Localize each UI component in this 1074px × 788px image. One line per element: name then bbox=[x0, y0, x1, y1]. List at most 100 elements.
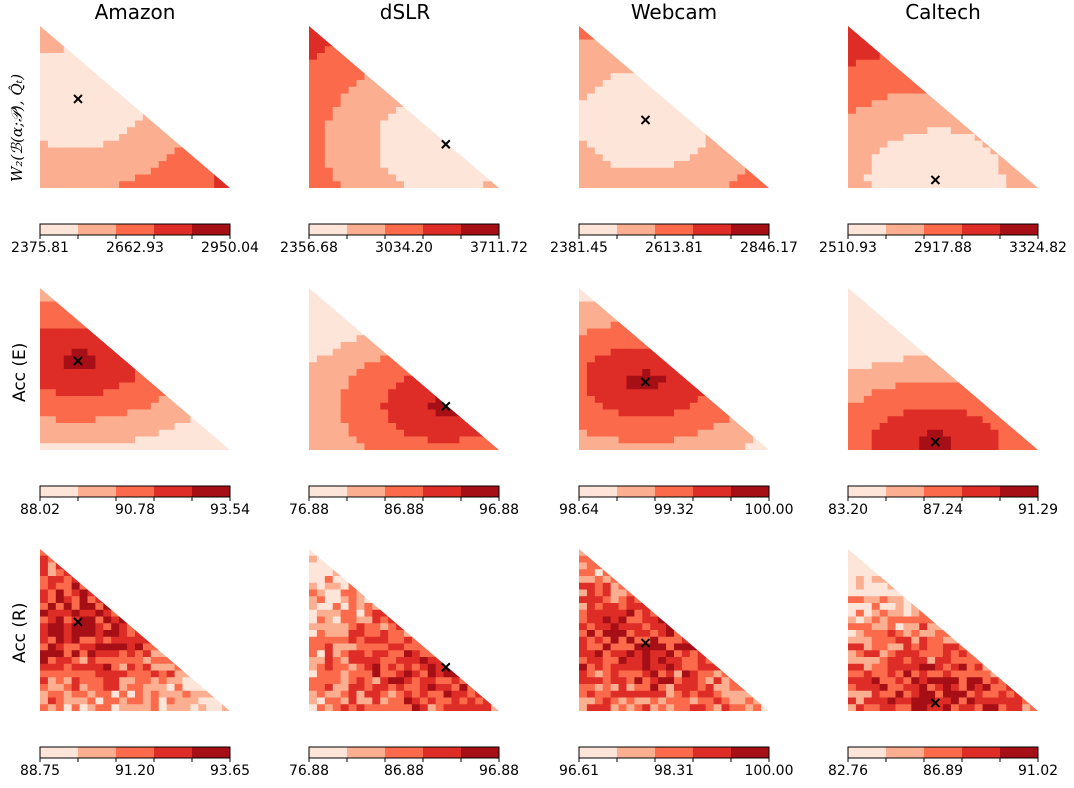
heatmap-cell bbox=[895, 582, 905, 591]
heatmap-cell bbox=[579, 120, 588, 128]
heatmap-cell bbox=[142, 657, 152, 665]
heatmap-cell bbox=[1006, 429, 1015, 438]
heatmap-cell bbox=[1014, 423, 1023, 431]
heatmap-cell bbox=[855, 423, 865, 431]
heatmap-cell bbox=[475, 181, 484, 188]
heatmap-cell bbox=[705, 429, 715, 438]
heatmap-cell bbox=[943, 396, 952, 404]
heatmap-cell bbox=[958, 690, 968, 699]
heatmap-cell bbox=[610, 369, 620, 377]
heatmap-cell bbox=[990, 704, 1000, 711]
heatmap-cell bbox=[586, 650, 596, 658]
heatmap-cell bbox=[713, 670, 723, 678]
heatmap-cell bbox=[166, 670, 176, 678]
heatmap-cell bbox=[863, 294, 873, 303]
heatmap-cell bbox=[1030, 443, 1038, 450]
heatmap-cell bbox=[594, 389, 604, 397]
heatmap-cell bbox=[848, 636, 857, 645]
heatmap-cell bbox=[55, 154, 65, 162]
heatmap-cell bbox=[111, 154, 120, 162]
heatmap-cell bbox=[404, 369, 413, 377]
heatmap-cell bbox=[451, 161, 461, 169]
heatmap-cell bbox=[127, 113, 136, 122]
heatmap-cell bbox=[594, 301, 604, 309]
heatmap-cell bbox=[887, 389, 897, 397]
heatmap-cell bbox=[87, 416, 97, 424]
heatmap-cell bbox=[697, 161, 707, 169]
heatmap-cell bbox=[634, 181, 643, 188]
heatmap-cell bbox=[911, 650, 920, 658]
heatmap-cell bbox=[332, 315, 342, 323]
heatmap-cell bbox=[71, 582, 81, 591]
heatmap-cell bbox=[396, 643, 405, 651]
heatmap-cell bbox=[103, 369, 112, 377]
heatmap-cell bbox=[863, 429, 873, 438]
heatmap-cell bbox=[364, 154, 373, 162]
heatmap-cell bbox=[427, 436, 437, 444]
heatmap-cell bbox=[650, 429, 659, 438]
heatmap-cell bbox=[372, 348, 381, 357]
heatmap-cell bbox=[142, 369, 152, 377]
heatmap-cell bbox=[634, 630, 643, 638]
heatmap-cell bbox=[903, 120, 912, 128]
heatmap-cell bbox=[863, 348, 873, 357]
heatmap-cell bbox=[666, 369, 675, 377]
heatmap-cell bbox=[927, 657, 936, 665]
heatmap-cell bbox=[135, 375, 144, 384]
heatmap-cell bbox=[364, 609, 373, 618]
heatmap-cell bbox=[927, 663, 936, 672]
heatmap-cell bbox=[903, 436, 912, 444]
heatmap-cell bbox=[895, 609, 905, 618]
heatmap-cell bbox=[958, 402, 968, 411]
heatmap-cell bbox=[174, 181, 184, 188]
heatmap-cell bbox=[586, 616, 596, 624]
heatmap-cell bbox=[71, 113, 81, 122]
heatmap-cell bbox=[863, 120, 873, 128]
heatmap-cell bbox=[411, 690, 421, 699]
heatmap-cell bbox=[689, 147, 699, 155]
heatmap-cell bbox=[47, 402, 57, 411]
heatmap-cell bbox=[713, 663, 723, 672]
heatmap-cell bbox=[332, 140, 342, 149]
heatmap-cell bbox=[372, 134, 381, 142]
heatmap-cell bbox=[642, 443, 651, 450]
heatmap-cell bbox=[697, 167, 707, 176]
heatmap-cell bbox=[761, 704, 769, 711]
heatmap-cell bbox=[950, 697, 960, 705]
heatmap-cell bbox=[879, 690, 889, 699]
heatmap-cell bbox=[903, 684, 912, 692]
heatmap-cell bbox=[47, 127, 57, 135]
heatmap-cell bbox=[618, 670, 628, 678]
heatmap-cell bbox=[316, 73, 326, 81]
heatmap-cell bbox=[658, 409, 667, 417]
heatmap-cell bbox=[642, 161, 651, 169]
heatmap-cell bbox=[356, 113, 366, 122]
heatmap-cell bbox=[40, 308, 49, 316]
optimum-marker bbox=[930, 175, 941, 185]
heatmap-cell bbox=[990, 677, 1000, 685]
heatmap-cell bbox=[316, 362, 326, 370]
heatmap-cell bbox=[419, 650, 429, 658]
heatmap-cell bbox=[713, 690, 723, 699]
heatmap-cell bbox=[443, 677, 453, 685]
heatmap-cell bbox=[871, 107, 881, 115]
heatmap-cell bbox=[214, 181, 223, 188]
heatmap-cell bbox=[618, 66, 628, 74]
heatmap-cell bbox=[71, 80, 81, 88]
heatmap-cell bbox=[579, 355, 588, 363]
heatmap-cell bbox=[324, 416, 334, 424]
heatmap-cell bbox=[119, 616, 128, 624]
heatmap-cell bbox=[388, 375, 397, 384]
heatmap-cell bbox=[626, 436, 636, 444]
heatmap-cell bbox=[324, 362, 334, 370]
heatmap-cell bbox=[610, 147, 620, 155]
heatmap-cell bbox=[356, 416, 366, 424]
heatmap-cell bbox=[610, 630, 620, 638]
heatmap-panel bbox=[578, 549, 770, 762]
heatmap-cell bbox=[579, 335, 588, 343]
heatmap-cell bbox=[348, 623, 358, 631]
heatmap-cell bbox=[879, 636, 889, 645]
heatmap-cell bbox=[958, 382, 968, 390]
heatmap-cell bbox=[610, 348, 620, 357]
heatmap-cell bbox=[71, 429, 81, 438]
